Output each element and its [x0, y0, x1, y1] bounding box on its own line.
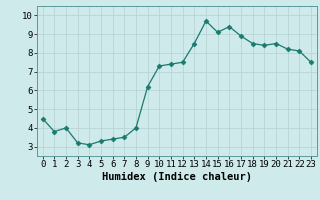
X-axis label: Humidex (Indice chaleur): Humidex (Indice chaleur) [102, 172, 252, 182]
